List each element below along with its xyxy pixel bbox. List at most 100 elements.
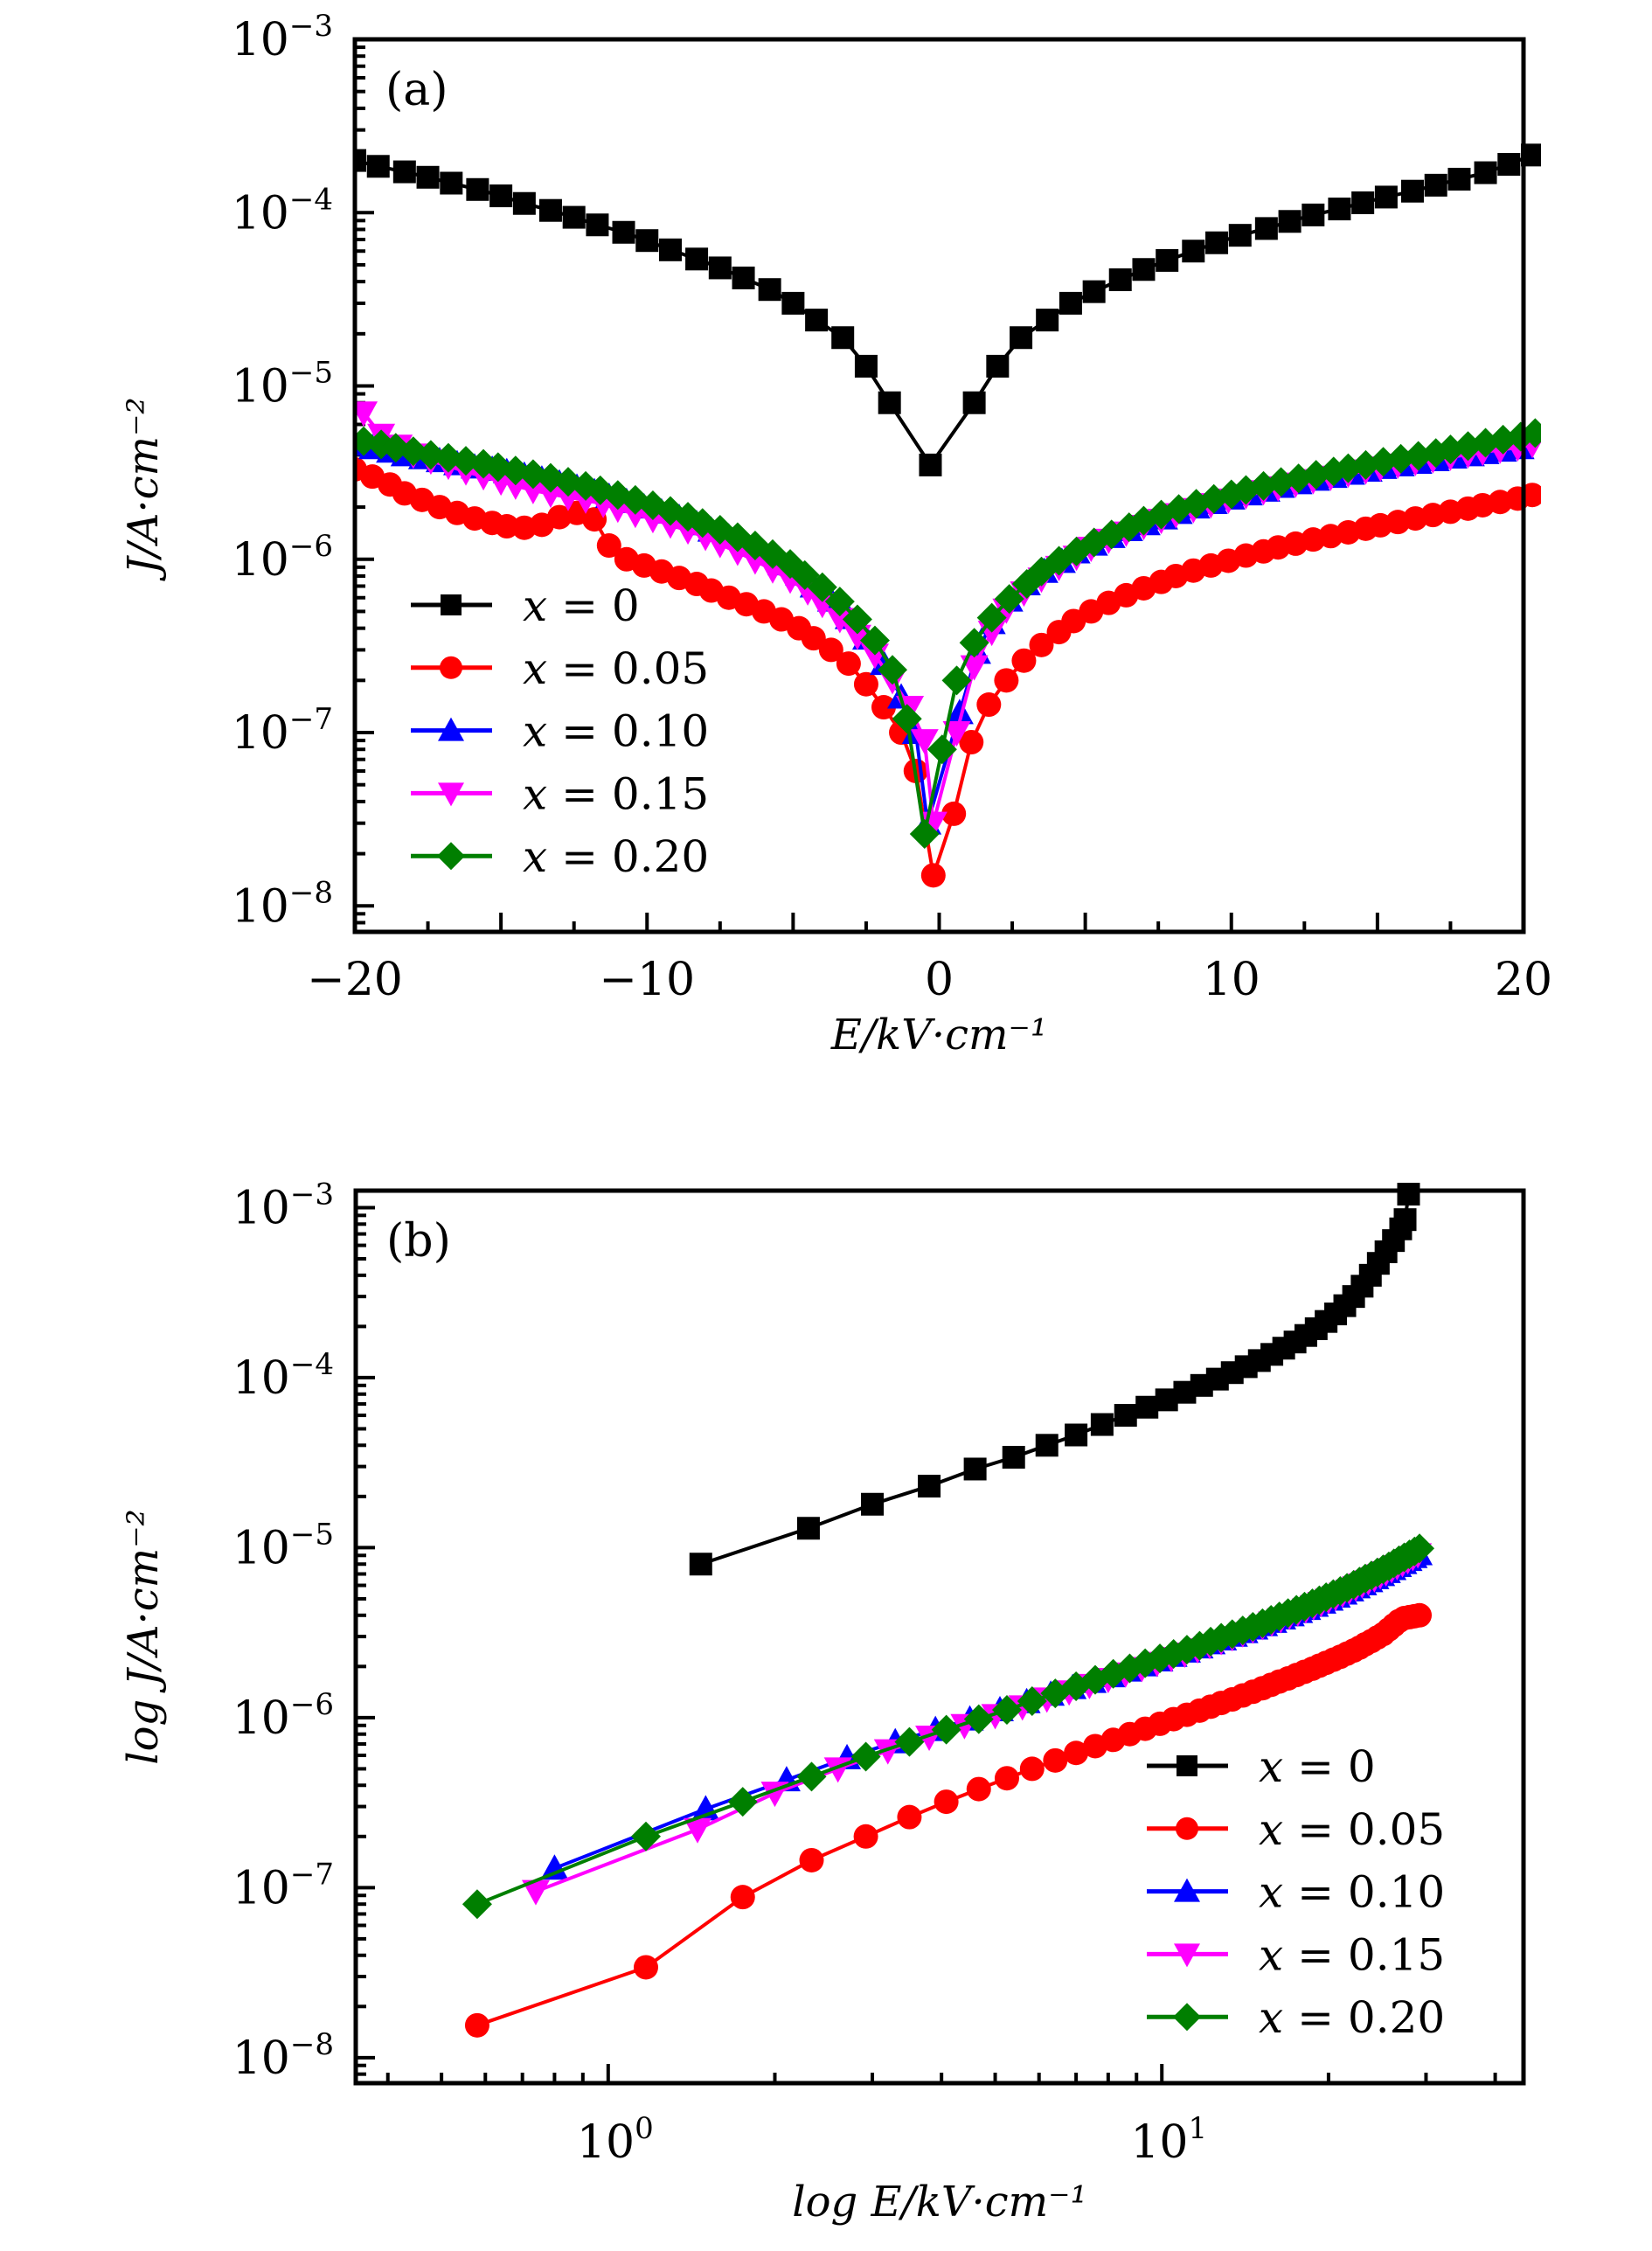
data-point [1228,224,1252,247]
data-point [538,198,562,222]
legend-value: 0.20 [1348,1992,1445,2043]
legend-label: x = 0.05 [523,643,709,694]
legend-label: x = 0.10 [1259,1867,1445,1918]
data-point [931,1714,961,1745]
legend-label: x = 0.15 [1259,1929,1445,1980]
x-axis-ticks [385,2064,1497,2083]
y-tick-label: 10−7 [233,1857,334,1914]
data-point [1278,210,1301,233]
data-point [894,1726,925,1757]
series-0_05 [355,456,1541,888]
legend-label: x = 0 [1259,1741,1376,1792]
data-point [853,671,878,697]
data-point [799,1847,824,1872]
data-point [843,624,871,650]
data-point [708,256,732,280]
y-tick-label: 10−4 [233,1347,334,1405]
data-point [842,604,872,635]
legend-variable: x [1259,1741,1283,1792]
legend-marker-triangle-down-icon [1174,1943,1200,1968]
series-0 [689,1183,1420,1576]
legend-item: x = 0.10 [411,706,709,757]
legend-label: x = 0.15 [523,768,709,819]
x-axis-label: E/kV·cm⁻¹ [830,1011,1047,1059]
data-point [910,729,939,755]
data-point [366,155,390,178]
data-point [918,1475,941,1498]
data-point [909,818,940,849]
data-point [878,391,901,414]
data-point [807,572,837,602]
data-point [1521,143,1541,167]
data-point [416,165,440,189]
data-point [758,278,781,302]
data-point [1497,152,1521,176]
data-point [836,651,861,677]
legend-item: x = 0.15 [411,768,709,819]
data-point [440,171,463,195]
legend-value: 0 [1348,1741,1376,1792]
y-tick-label: 10−6 [232,529,333,587]
y-tick-label: 10−8 [232,875,333,933]
data-point [1328,198,1351,221]
legend-variable: x [523,580,547,631]
data-point [1205,231,1229,254]
data-point [1156,248,1179,272]
data-point [1474,161,1497,184]
series-0_20 [355,418,1541,849]
data-point [831,326,855,350]
data-point [805,309,829,332]
data-point [919,453,942,476]
data-point [966,1776,991,1802]
data-point [1400,179,1424,203]
data-point [824,587,855,617]
data-point [1424,173,1447,197]
data-point [1393,1208,1417,1232]
legend-variable: x [523,706,547,757]
data-point [684,1817,712,1844]
x-axis-ticks [353,913,1525,932]
data-point [586,213,609,237]
x-tick-label: 0 [925,954,954,1006]
legend-value: 0 [612,580,640,631]
data-point [1397,1183,1420,1206]
data-point [941,665,972,696]
data-point [464,2012,489,2038]
legend-item: x = 0 [1147,1741,1376,1792]
legend-marker-circle-icon [1176,1817,1198,1840]
data-point [612,220,635,244]
legend-variable: x [1259,1929,1283,1980]
data-point [986,354,1010,378]
data-point [781,291,805,315]
legend-item: x = 0.20 [411,831,709,882]
data-point [1351,191,1375,214]
data-point [727,1787,758,1817]
data-point [818,637,843,663]
legend-marker-square-icon [441,594,462,615]
data-point [635,229,659,253]
legend-marker-triangle-up-icon [1174,1878,1200,1902]
legend-variable: x [1259,1992,1283,2043]
data-point [1019,1756,1045,1782]
data-point [489,184,513,208]
legend-item: x = 0.05 [1147,1804,1445,1855]
plot-area [462,1183,1435,2038]
data-point [941,801,967,826]
data-point [994,584,1024,615]
data-point [596,533,621,559]
legend-item: x = 0.20 [1147,1992,1445,2043]
legend-label: x = 0.05 [1259,1804,1445,1855]
data-point [355,426,379,456]
data-point [1447,167,1471,191]
data-point [859,625,890,656]
legend-variable: x [523,831,547,882]
data-point [462,1889,492,1920]
panel-label: (a) [385,64,448,116]
legend-item: x = 0.15 [1147,1929,1445,1980]
data-point [1059,291,1082,315]
x-tick-label: 10 [1203,954,1260,1006]
data-point [1114,1404,1137,1428]
legend-marker-square-icon [1177,1755,1197,1776]
data-point [494,514,519,539]
